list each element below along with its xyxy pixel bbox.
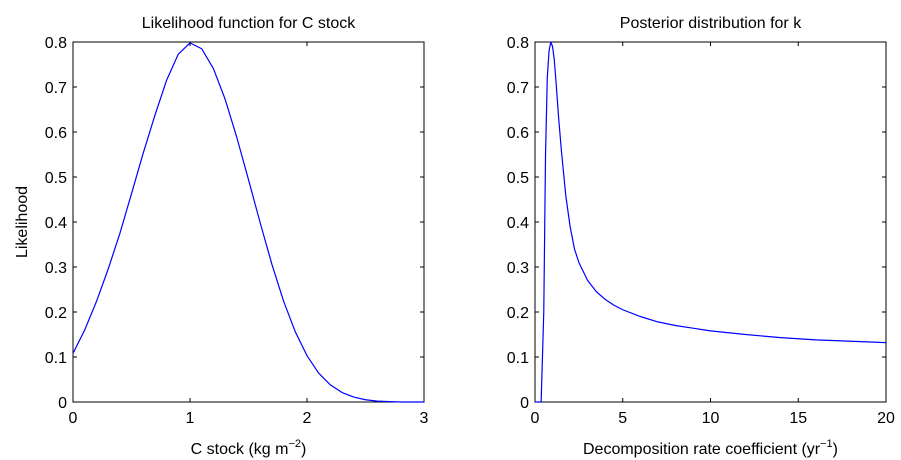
x-axis-label: Decomposition rate coefficient (yr−1) <box>583 438 838 458</box>
y-tick-label: 0.8 <box>507 35 529 52</box>
y-tick-label: 0.4 <box>45 215 67 232</box>
x-tick-label: 5 <box>618 410 627 427</box>
x-axis-label-end: ) <box>833 441 838 458</box>
x-tick-label: 20 <box>877 410 895 427</box>
y-tick-label: 0.2 <box>507 305 529 322</box>
y-axis-label: Likelihood <box>14 186 31 258</box>
x-tick-label: 3 <box>420 410 429 427</box>
y-tick-label: 0.2 <box>45 305 67 322</box>
x-tick-label: 2 <box>303 410 312 427</box>
axes-box <box>72 41 425 403</box>
y-tick-label: 0.5 <box>507 170 529 187</box>
y-tick-label: 0.5 <box>45 170 67 187</box>
x-axis-label-end: ) <box>301 441 306 458</box>
y-tick-label: 0.6 <box>507 125 529 142</box>
y-tick-label: 0.8 <box>45 35 67 52</box>
x-axis-label-text: C stock (kg m <box>191 441 289 458</box>
y-tick-label: 0.1 <box>45 350 67 367</box>
y-tick-label: 0.6 <box>45 125 67 142</box>
y-tick-label: 0.4 <box>507 215 529 232</box>
y-tick-label: 0.7 <box>45 80 67 97</box>
x-tick-label: 10 <box>702 410 720 427</box>
y-tick-label: 0.3 <box>45 260 67 277</box>
y-tick-label: 0.7 <box>507 80 529 97</box>
x-axis-label-superscript: −1 <box>820 438 833 450</box>
y-tick-label: 0 <box>520 395 529 412</box>
chart-title: Likelihood function for C stock <box>142 15 356 32</box>
posterior-chart: 0 0.1 0.2 0.3 0.4 0.5 0.6 0.7 0.8 0 5 10 15 20 Posteri… <box>507 15 895 458</box>
series-line <box>535 41 887 403</box>
series-line <box>72 42 424 403</box>
x-axis-label-superscript: −2 <box>288 438 301 450</box>
y-tick-label: 0.1 <box>507 350 529 367</box>
likelihood-chart: 0 0.1 0.2 0.3 0.4 0.5 0.6 0.7 0.8 0 1 2 3 Likelihood … <box>14 15 429 458</box>
x-tick-label: 0 <box>531 410 540 427</box>
y-tick-label: 0.3 <box>507 260 529 277</box>
x-tick-label: 0 <box>69 410 78 427</box>
chart-title: Posterior distribution for k <box>620 15 802 32</box>
x-axis-label-text: Decomposition rate coefficient (yr <box>583 441 821 458</box>
y-tick-label: 0 <box>58 395 67 412</box>
x-tick-label: 15 <box>789 410 807 427</box>
axes-box <box>534 41 887 403</box>
x-axis-label: C stock (kg m−2) <box>191 438 307 458</box>
x-tick-label: 1 <box>186 410 195 427</box>
